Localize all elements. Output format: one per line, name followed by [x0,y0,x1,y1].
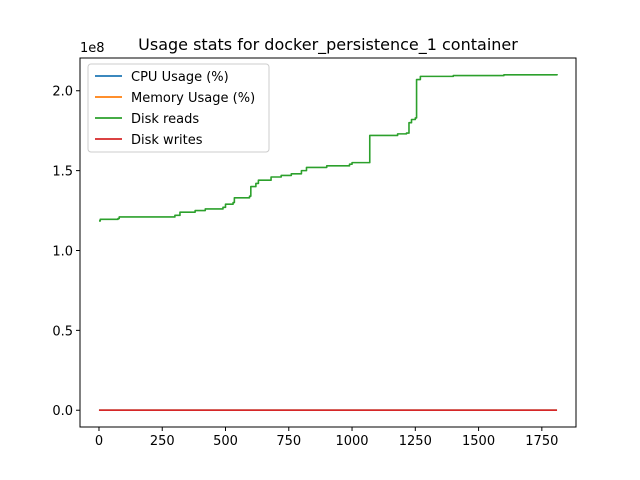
x-tick-label: 1500 [462,434,495,449]
legend: CPU Usage (%) Memory Usage (%) Disk reads D… [87,63,270,153]
x-tick-label: 250 [150,434,175,449]
x-tick-label: 1000 [335,434,368,449]
y-tick-label: 1.5 [52,165,73,180]
y-tick-label: 1.0 [52,244,73,259]
chart-title: Usage stats for docker_persistence_1 con… [138,35,518,55]
x-axis: 0 250 500 750 1000 1250 1500 1750 [95,427,558,449]
x-tick-label: 500 [213,434,238,449]
series-lines [98,73,558,412]
x-tick-label: 1250 [399,434,432,449]
legend-label-memory-usage: Memory Usage (%) [131,91,255,106]
x-tick-label: 1750 [525,434,558,449]
plot-area-frame [79,57,577,428]
series-line-disk-reads [98,73,558,222]
x-tick-label: 0 [95,434,103,449]
legend-label-disk-writes: Disk writes [131,133,203,148]
y-axis-scale-label: 1e8 [80,41,105,56]
x-tick-label: 750 [276,434,301,449]
legend-label-cpu-usage: CPU Usage (%) [131,70,229,85]
y-tick-label: 0.0 [52,404,73,419]
y-axis: 0.0 0.5 1.0 1.5 2.0 [52,85,80,419]
y-tick-label: 2.0 [52,85,73,100]
legend-box [87,63,270,153]
y-tick-label: 0.5 [52,324,73,339]
legend-label-disk-reads: Disk reads [131,112,199,127]
